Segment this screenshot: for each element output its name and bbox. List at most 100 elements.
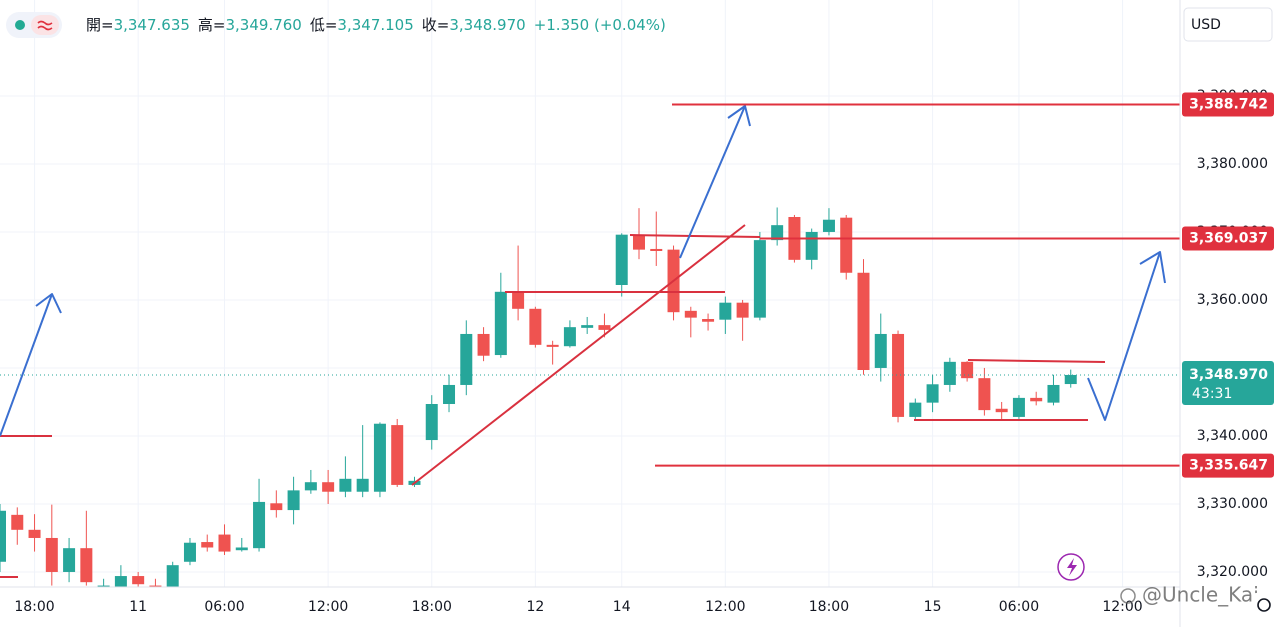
y-tick-label: 3,340.000 [1197, 428, 1268, 444]
ohlc-header: 開=3,347.635 高=3,349.760 低=3,347.105 收=3,348… [86, 16, 666, 34]
candle-body [97, 585, 110, 587]
candle-body [926, 384, 939, 403]
arrow-head [727, 105, 751, 127]
candle-body [512, 291, 525, 309]
indicator-icon [31, 15, 59, 35]
candle-body [857, 272, 870, 371]
candle-body [80, 548, 93, 583]
y-tick-label: 3,330.000 [1197, 496, 1268, 512]
header-value: 3,348.970 [449, 16, 525, 34]
candle-body [995, 408, 1008, 413]
candle-body [771, 225, 784, 241]
candle-body [373, 423, 386, 492]
candle-body [339, 478, 352, 492]
candle-body [132, 576, 145, 585]
x-tick-label: 14 [613, 599, 631, 615]
candle-body [63, 548, 76, 572]
level-label: 3,369.037 [1189, 231, 1268, 247]
candle-body [183, 542, 196, 562]
header-value: 3,347.105 [337, 16, 413, 34]
level-badge [1182, 226, 1274, 251]
candle-body [1047, 384, 1060, 403]
x-tick-label: 18:00 [14, 599, 54, 615]
candle-body [874, 333, 887, 368]
candle-body [253, 501, 266, 549]
candle-body [909, 402, 922, 417]
candle-body [477, 333, 490, 356]
currency-box[interactable] [1183, 7, 1273, 42]
candle-body [218, 534, 231, 552]
x-tick-label: 12:00 [308, 599, 348, 615]
wave-icon [37, 20, 53, 31]
candle-body [650, 248, 663, 251]
candle-body [270, 503, 283, 511]
settings-icon [1257, 598, 1271, 612]
x-tick-label: 12 [526, 599, 544, 615]
drawn-line [629, 234, 761, 238]
candle-body [201, 542, 214, 548]
level-badge [1182, 453, 1274, 478]
candle-body [978, 378, 991, 411]
grid [0, 0, 1180, 587]
candle-body [0, 510, 6, 562]
y-tick-label: 3,360.000 [1197, 292, 1268, 308]
candle-body [287, 490, 300, 511]
level-label: 3,388.742 [1189, 97, 1268, 113]
candle-body [632, 234, 645, 250]
candle-body [391, 425, 404, 485]
candle-body [356, 478, 369, 492]
candle-body [822, 219, 835, 232]
header-change: +1.350 (+0.04%) [534, 16, 666, 34]
arrow [1087, 251, 1161, 421]
candle-body [736, 302, 749, 318]
arrow [0, 293, 53, 437]
candle-body [235, 547, 248, 551]
candle-body [114, 576, 127, 587]
candle-body [1012, 397, 1025, 417]
header-value: 3,347.635 [114, 16, 190, 34]
drawn-line [967, 359, 1106, 363]
candle-body [149, 585, 162, 587]
candle-body [166, 565, 179, 587]
arrow [679, 105, 746, 259]
candle-body [494, 291, 507, 356]
watermark: @Uncle_Kai [1120, 583, 1259, 607]
settings-button[interactable] [1252, 593, 1276, 617]
candle-body [460, 333, 473, 385]
candle-body [702, 319, 715, 322]
x-tick-label: 06:00 [204, 599, 244, 615]
candle-body [615, 234, 628, 285]
price-badges: 3,388.742 3,369.037 3,335.647 3,348.970 43:3… [1182, 92, 1274, 478]
candle-body [304, 482, 317, 491]
candle-body [840, 217, 853, 273]
candle-body [563, 327, 576, 347]
candle-body [598, 325, 611, 330]
last-price-label: 3,348.970 [1189, 367, 1268, 383]
x-tick-label: 18:00 [412, 599, 452, 615]
header-label: 收= [422, 16, 450, 34]
status-dot [15, 20, 25, 30]
y-tick-label: 3,320.000 [1197, 564, 1268, 580]
x-tick-label: 06:00 [999, 599, 1039, 615]
candles [0, 207, 1180, 587]
candle-body [45, 537, 58, 572]
x-tick-label: 11 [129, 599, 147, 615]
candle-body [11, 514, 24, 530]
countdown: 43:31 [1192, 386, 1232, 402]
level-label: 3,335.647 [1189, 458, 1268, 474]
lightning-icon [1067, 558, 1077, 576]
last-price-badge [1182, 360, 1274, 405]
candle-body [529, 308, 542, 345]
header-label: 開= [86, 16, 114, 34]
header-value: 3,349.760 [226, 16, 302, 34]
candle-body [719, 302, 732, 320]
candle-body [1030, 397, 1043, 402]
arrow-head [1139, 251, 1166, 284]
candle-body [684, 310, 697, 318]
arrow-head [35, 293, 62, 314]
drawings [0, 103, 1180, 578]
candle-body [961, 361, 974, 379]
x-tick-label: 15 [924, 599, 942, 615]
